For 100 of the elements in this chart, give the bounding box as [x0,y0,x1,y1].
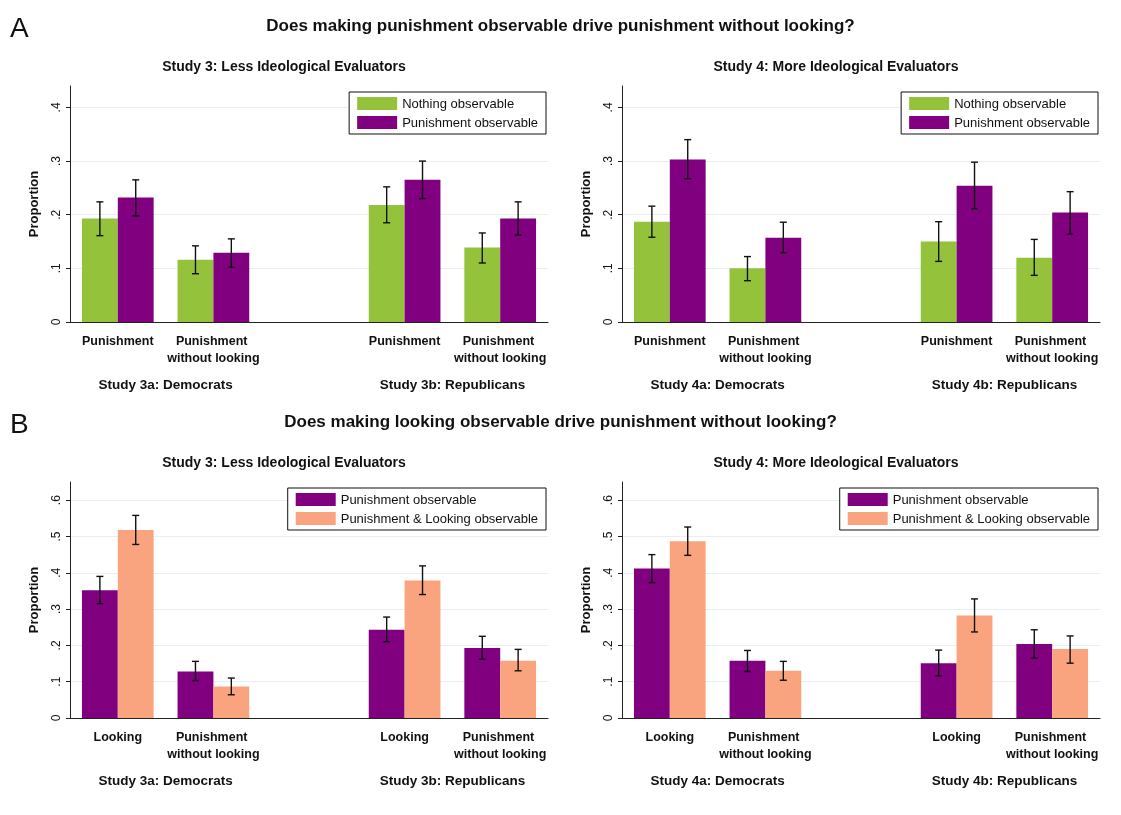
y-tick-label: .5 [601,531,615,542]
bar [729,268,766,322]
x-tick-label: Looking [93,729,143,744]
y-tick-label: .2 [49,209,63,220]
bar [1016,643,1053,718]
bar [920,241,957,322]
y-tick-label: .6 [601,494,615,506]
bar [956,615,993,718]
bar [669,541,706,718]
chart-title: Study 4: More Ideological Evaluators [713,454,959,470]
bar [633,568,670,718]
bar [177,671,214,718]
y-tick-label: 0 [49,714,63,722]
y-tick-label: .1 [49,676,63,687]
y-tick-label: .1 [49,263,63,274]
x-tick-label: Punishment without looking [453,729,547,761]
x-tick-label: Punishment [920,333,994,348]
text: Study 3a: Democrats [98,376,233,392]
bar [81,590,118,718]
text: Study 4b: Republicans [931,772,1078,788]
chart-title: Study 3: Less Ideological Evaluators [162,58,406,74]
bar [1052,649,1089,718]
legend-label: Punishment observable [892,492,1029,507]
x-tick-label: Looking [932,729,981,744]
bar [81,218,118,322]
x-tick-label: Punishment without looking [1005,333,1099,365]
y-tick-label: .3 [49,603,63,615]
x-tick-label: Looking [645,729,695,744]
legend-label: Nothing observable [402,96,515,111]
bar [669,159,706,322]
y-tick-label: .3 [49,155,63,167]
y-tick-label: .3 [601,603,615,615]
y-axis-title: Proportion [26,170,41,238]
text: A [10,12,29,44]
legend-label: Punishment & Looking observable [892,511,1091,526]
text: Does making punishment observable drive punishment without looking? [266,16,855,35]
bar [368,629,405,718]
bar [404,179,441,322]
y-axis-title: Proportion [26,566,41,634]
bar [213,686,250,718]
y-tick-label: 0 [601,318,615,326]
chart-title: Study 3: Less Ideological Evaluators [162,454,406,470]
bar [633,221,670,322]
bar [117,529,154,718]
bar [1052,212,1089,322]
y-tick-label: .4 [601,567,615,578]
chart-title: Study 4: More Ideological Evaluators [713,58,959,74]
y-tick-label: 0 [601,714,615,722]
bar [765,670,802,718]
legend-label: Punishment observable [340,492,477,507]
x-tick-label: Punishment without looking [718,729,812,761]
text: B [10,408,29,440]
y-axis-title: Proportion [578,566,593,634]
y-tick-label: .2 [601,209,615,220]
y-tick-label: .6 [49,494,63,506]
bar [956,185,993,322]
x-tick-label: Punishment [368,333,442,348]
bar [404,580,441,718]
legend-label: Punishment & Looking observable [340,511,539,526]
bar [177,259,214,322]
bar [368,205,405,322]
y-tick-label: .1 [601,676,615,687]
text: Study 4b: Republicans [931,376,1078,392]
text: Study 4a: Democrats [650,376,785,392]
y-tick-label: .4 [49,567,63,578]
y-tick-label: .4 [601,102,615,113]
x-tick-label: Punishment without looking [453,333,547,365]
text: Study 3b: Republicans [379,376,526,392]
text: Study 3a: Democrats [98,772,233,788]
bar [729,660,766,718]
y-tick-label: .2 [601,640,615,651]
x-tick-label: Punishment without looking [166,333,260,365]
bar [464,247,501,322]
text: Study 4a: Democrats [650,772,785,788]
y-tick-label: .3 [601,155,615,167]
x-tick-label: Punishment [82,333,155,348]
y-tick-label: 0 [49,318,63,326]
y-axis-title: Proportion [578,170,593,238]
y-tick-label: .5 [49,531,63,542]
bar [1016,257,1053,322]
bar [213,252,250,322]
y-tick-label: .2 [49,640,63,651]
y-tick-label: .1 [601,263,615,274]
x-tick-label: Punishment [634,333,707,348]
x-tick-label: Looking [380,729,429,744]
text: Study 3b: Republicans [379,772,526,788]
bar [920,663,957,718]
legend-label: Nothing observable [954,96,1067,111]
y-tick-label: .4 [49,102,63,113]
bar [464,647,501,718]
bar [500,218,537,322]
x-tick-label: Punishment without looking [718,333,812,365]
bar [765,237,802,322]
bar [117,197,154,322]
x-tick-label: Punishment without looking [1005,729,1099,761]
bar [500,660,537,718]
text: Does making looking observable drive punishment without looking? [284,412,837,431]
x-tick-label: Punishment without looking [166,729,260,761]
legend-label: Punishment observable [402,115,538,130]
legend-label: Punishment observable [954,115,1090,130]
